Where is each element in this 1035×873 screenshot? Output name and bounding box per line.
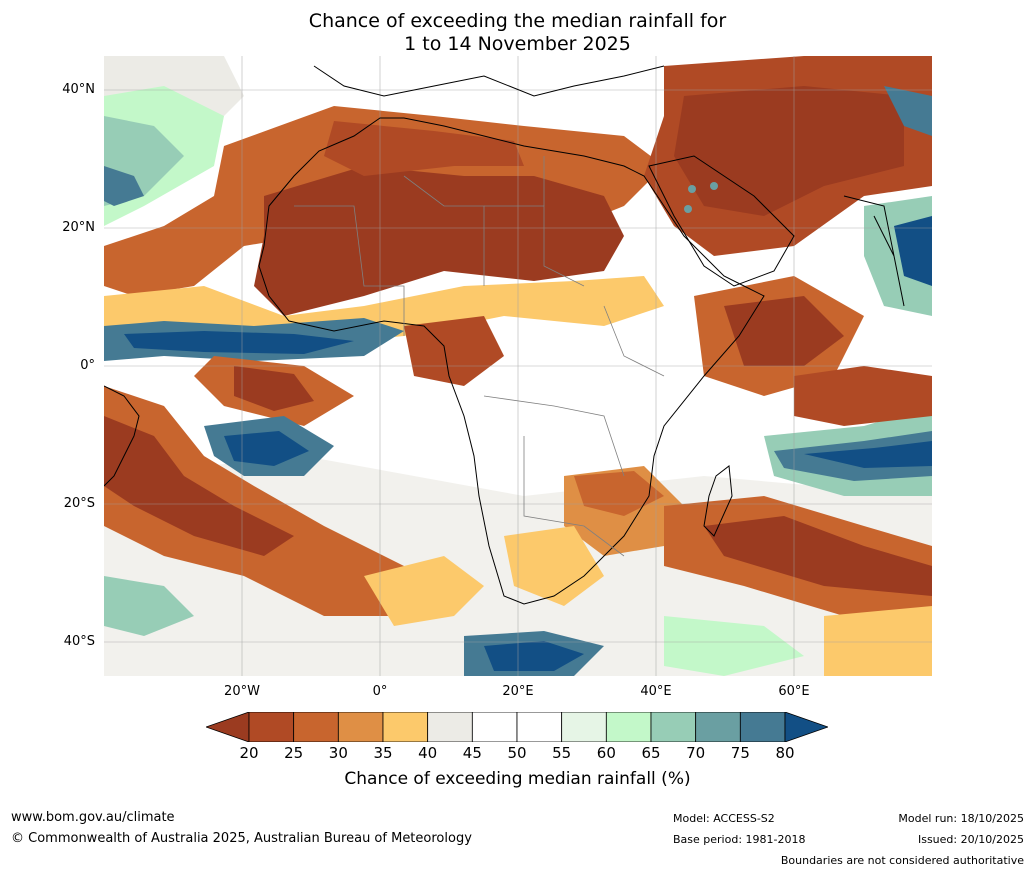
title-line-2: 1 to 14 November 2025 <box>404 33 631 55</box>
colorbar-cell <box>382 712 429 742</box>
footer-issued: Issued: 20/10/2025 <box>917 833 1024 846</box>
colorbar-extend-high <box>784 712 828 742</box>
lon-label-60e: 60°E <box>778 684 810 699</box>
colorbar-cell <box>516 712 563 742</box>
footer-base-period: Base period: 1981-2018 <box>673 833 806 846</box>
rainfall-map <box>104 56 932 676</box>
map-title: Chance of exceeding the median rainfall … <box>0 10 1035 56</box>
colorbar-cell <box>695 712 741 742</box>
footer-disclaimer: Boundaries are not considered authoritat… <box>780 854 1024 867</box>
lon-label-0: 0° <box>372 684 388 699</box>
footer-model-run: Model run: 18/10/2025 <box>898 812 1024 825</box>
colorbar-cell <box>293 712 339 742</box>
colorbar-cell <box>248 712 295 742</box>
colorbar-tick-label: 40 <box>418 744 438 762</box>
colorbar-cell <box>427 712 473 742</box>
footer-model: Model: ACCESS-S2 <box>673 812 775 825</box>
lon-label-20w: 20°W <box>224 684 260 699</box>
lat-label-20s: 20°S <box>63 496 95 511</box>
colorbar-extend-low <box>206 712 250 742</box>
colorbar <box>206 712 828 742</box>
colorbar-tick-label: 55 <box>552 744 572 762</box>
colorbar-tick-label: 45 <box>462 744 482 762</box>
colorbar-cell <box>471 712 518 742</box>
map-canvas <box>104 56 932 676</box>
colorbar-cell <box>337 712 384 742</box>
lon-label-40e: 40°E <box>640 684 672 699</box>
footer-website: www.bom.gov.au/climate <box>11 810 175 825</box>
lat-label-40s: 40°S <box>63 634 95 649</box>
lat-label-0: 0° <box>80 358 95 373</box>
colorbar-cell <box>561 712 607 742</box>
colorbar-tick-label: 35 <box>373 744 393 762</box>
colorbar-label: Chance of exceeding median rainfall (%) <box>344 769 691 789</box>
colorbar-tick-label: 60 <box>596 744 616 762</box>
colorbar-cell <box>739 712 786 742</box>
colorbar-tick-label: 50 <box>507 744 527 762</box>
colorbar-tick-label: 25 <box>284 744 304 762</box>
colorbar-cell <box>605 712 652 742</box>
lat-label-40n: 40°N <box>62 82 95 97</box>
colorbar-tick-label: 20 <box>239 744 259 762</box>
colorbar-tick-label: 80 <box>775 744 795 762</box>
colorbar-tick-label: 30 <box>328 744 348 762</box>
lat-label-20n: 20°N <box>62 220 95 235</box>
footer-copyright: © Commonwealth of Australia 2025, Austra… <box>11 831 472 846</box>
colorbar-cell <box>650 712 697 742</box>
lon-label-20e: 20°E <box>502 684 534 699</box>
title-line-1: Chance of exceeding the median rainfall … <box>308 10 727 32</box>
colorbar-tick-label: 75 <box>730 744 750 762</box>
colorbar-tick-label: 65 <box>641 744 661 762</box>
colorbar-tick-label: 70 <box>686 744 706 762</box>
